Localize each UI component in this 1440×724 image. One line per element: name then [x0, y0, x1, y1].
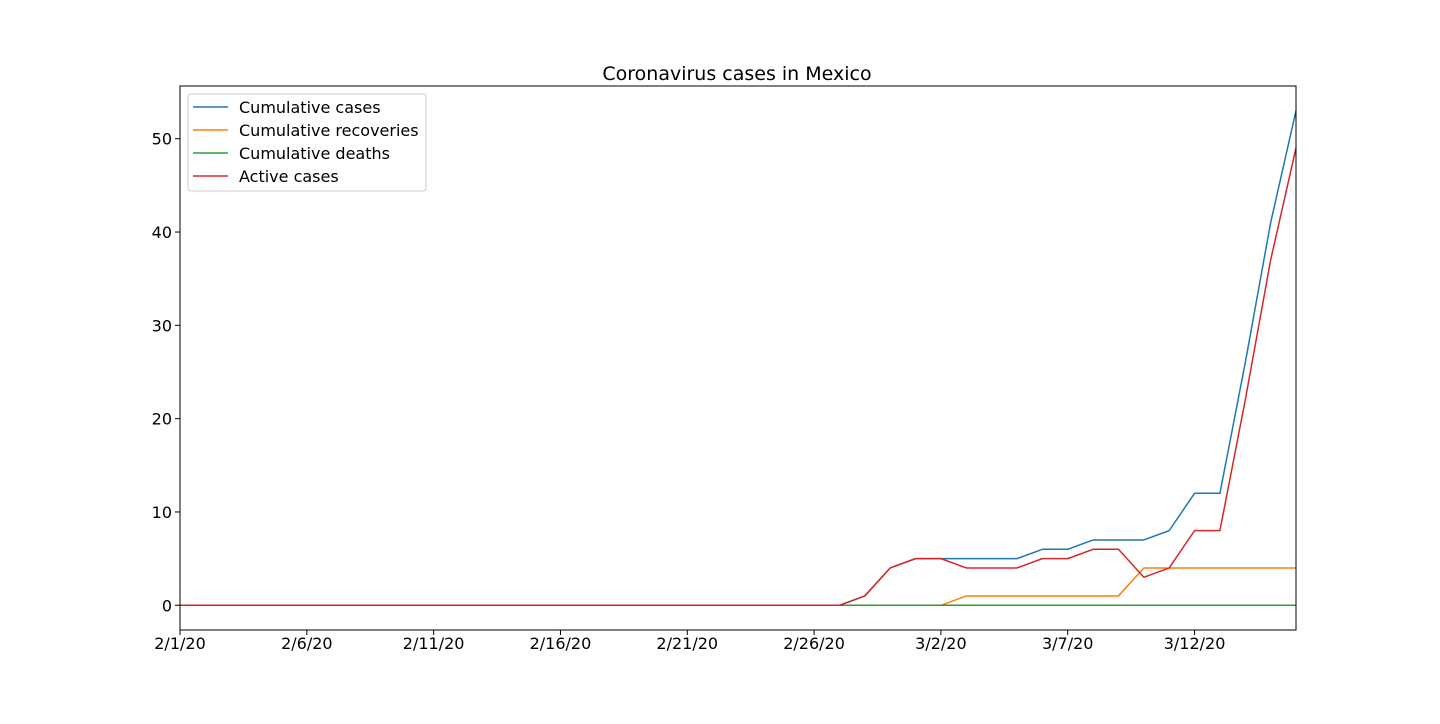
legend-label: Cumulative recoveries	[239, 121, 419, 140]
y-tick-label: 40	[152, 223, 172, 242]
x-tick-label: 2/21/20	[656, 634, 718, 653]
y-tick-label: 50	[152, 130, 172, 149]
chart-title: Coronavirus cases in Mexico	[602, 63, 871, 85]
x-tick-label: 2/26/20	[783, 634, 845, 653]
y-tick-label: 0	[162, 596, 172, 615]
legend-label: Cumulative deaths	[239, 144, 390, 163]
x-tick-label: 2/6/20	[281, 634, 333, 653]
legend: Cumulative cases Cumulative recoveries Cum…	[187, 93, 427, 192]
plot-frame	[179, 85, 1297, 631]
x-tick-label: 3/2/20	[915, 634, 967, 653]
x-tick-label: 2/1/20	[154, 634, 206, 653]
x-tick-label: 3/7/20	[1042, 634, 1094, 653]
legend-label: Cumulative cases	[239, 98, 381, 117]
y-tick-label: 10	[152, 503, 172, 522]
series-line-4	[180, 147, 1297, 607]
legend-frame	[187, 93, 427, 192]
legend-label: Active cases	[239, 167, 339, 186]
y-tick-label: 20	[152, 410, 172, 429]
axis-layer: 2/1/20 2/6/20 2/11/20 2/16/20 2/21/20 2/26/20…	[152, 130, 1226, 653]
x-tick-label: 3/12/20	[1164, 634, 1226, 653]
x-tick-label: 2/11/20	[403, 634, 465, 653]
x-tick-label: 2/16/20	[530, 634, 592, 653]
series-layer	[180, 110, 1297, 607]
y-tick-label: 30	[152, 316, 172, 335]
